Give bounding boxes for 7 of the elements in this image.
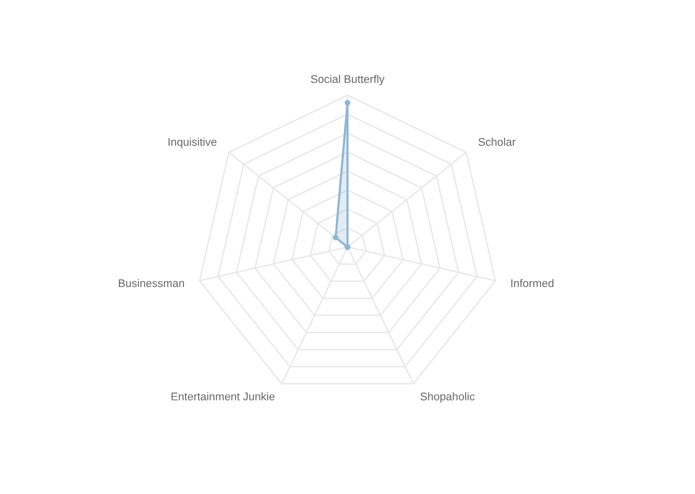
spoke-label: Shopaholic	[420, 392, 475, 403]
spoke-label: Informed	[511, 278, 554, 288]
spoke-label: Social Butterfly	[310, 74, 385, 86]
spoke-label: Inquisitive	[168, 138, 216, 148]
spoke-label: Entertainment Junkie	[172, 392, 275, 400]
spoke-label: Scholar	[478, 138, 516, 146]
spoke-label: Businessman	[118, 278, 184, 288]
